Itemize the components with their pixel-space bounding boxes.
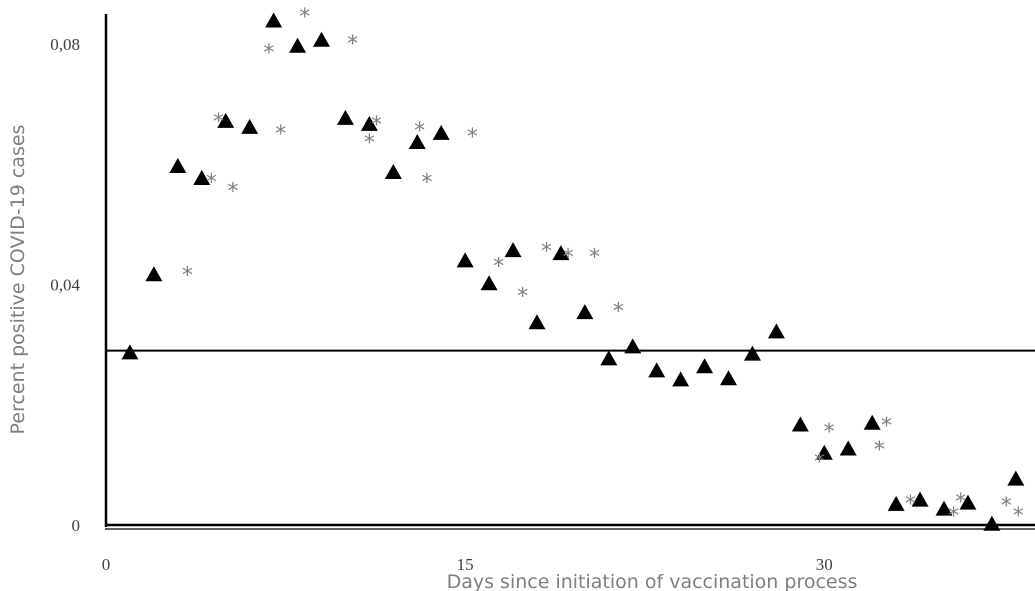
triangle-point [720,370,738,386]
asterisk-point: * [275,122,286,147]
asterisk-point: * [948,504,959,529]
asterisk-point: * [414,119,425,144]
triangle-point [552,245,570,261]
asterisk-point: * [955,490,966,515]
asterisk-point: * [467,125,478,150]
asterisk-point: * [347,32,358,57]
triangle-point [983,515,1001,531]
triangle-point [504,242,522,258]
triangle-point [576,304,594,320]
triangle-point [767,323,785,339]
triangle-point [432,124,450,140]
asterisk-point: * [563,245,574,270]
triangle-point [265,12,283,28]
asterisk-point: * [905,492,916,517]
triangle-point [384,164,402,180]
asterisk-point: * [493,254,504,279]
x-tick-label: 15 [457,555,474,574]
triangle-point [839,440,857,456]
asterisk-point: * [206,170,217,195]
tick-labels: 0 0,04 0,08 0 15 30 [50,35,833,574]
triangle-point [624,338,642,354]
asterisk-point: * [814,450,825,475]
triangle-point [791,416,809,432]
triangle-point [815,444,833,460]
triangle-point [672,371,690,387]
triangle-point [696,358,714,374]
asterisk-point: * [421,170,432,195]
asterisk-point: * [182,264,193,289]
triangle-point [121,344,139,360]
axes [104,14,1035,530]
asterisk-point: * [589,245,600,270]
asterisk-point: * [517,285,528,310]
y-axis-title: Percent positive COVID-19 cases [7,125,29,435]
triangle-point [193,170,211,186]
asterisk-point: * [613,300,624,325]
triangle-point [360,115,378,131]
y-tick-label: 0 [72,516,81,535]
triangle-point [241,118,259,134]
asterisk-point: * [299,5,310,30]
triangle-point [456,252,474,268]
asterisk-point: * [371,113,382,138]
triangle-point [408,133,426,149]
triangle-point [480,275,498,291]
data-marks: ********** ****** * ******* ** * * [121,5,1025,531]
triangle-point [648,362,666,378]
triangle-point [217,112,235,128]
triangle-point [528,314,546,330]
triangle-point [145,266,163,282]
triangle-point [935,500,953,516]
triangle-point [887,495,905,511]
triangle-point [1007,470,1025,486]
asterisk-point: * [227,179,238,204]
x-tick-label: 0 [102,555,111,574]
asterisk-point: * [1001,494,1012,519]
triangle-point [911,491,929,507]
asterisk-point: * [541,239,552,264]
asterisk-point: * [213,110,224,135]
triangle-point [289,37,307,53]
asterisk-point: * [1013,504,1024,529]
asterisk-point: * [364,131,375,156]
triangle-point [312,31,330,47]
asterisk-point: * [824,420,835,445]
asterisk-point: * [263,41,274,66]
triangle-point [336,109,354,125]
triangle-point [863,414,881,430]
triangle-point [959,494,977,510]
asterisk-point: * [881,414,892,439]
triangle-point [169,158,187,173]
triangle-point [743,345,761,361]
triangle-point [600,350,618,366]
y-tick-label: 0,04 [50,276,80,295]
y-tick-label: 0,08 [50,35,80,54]
asterisk-point: * [874,438,885,463]
x-axis-title: Days since initiation of vaccination pro… [447,571,858,591]
x-tick-label: 30 [816,555,833,574]
